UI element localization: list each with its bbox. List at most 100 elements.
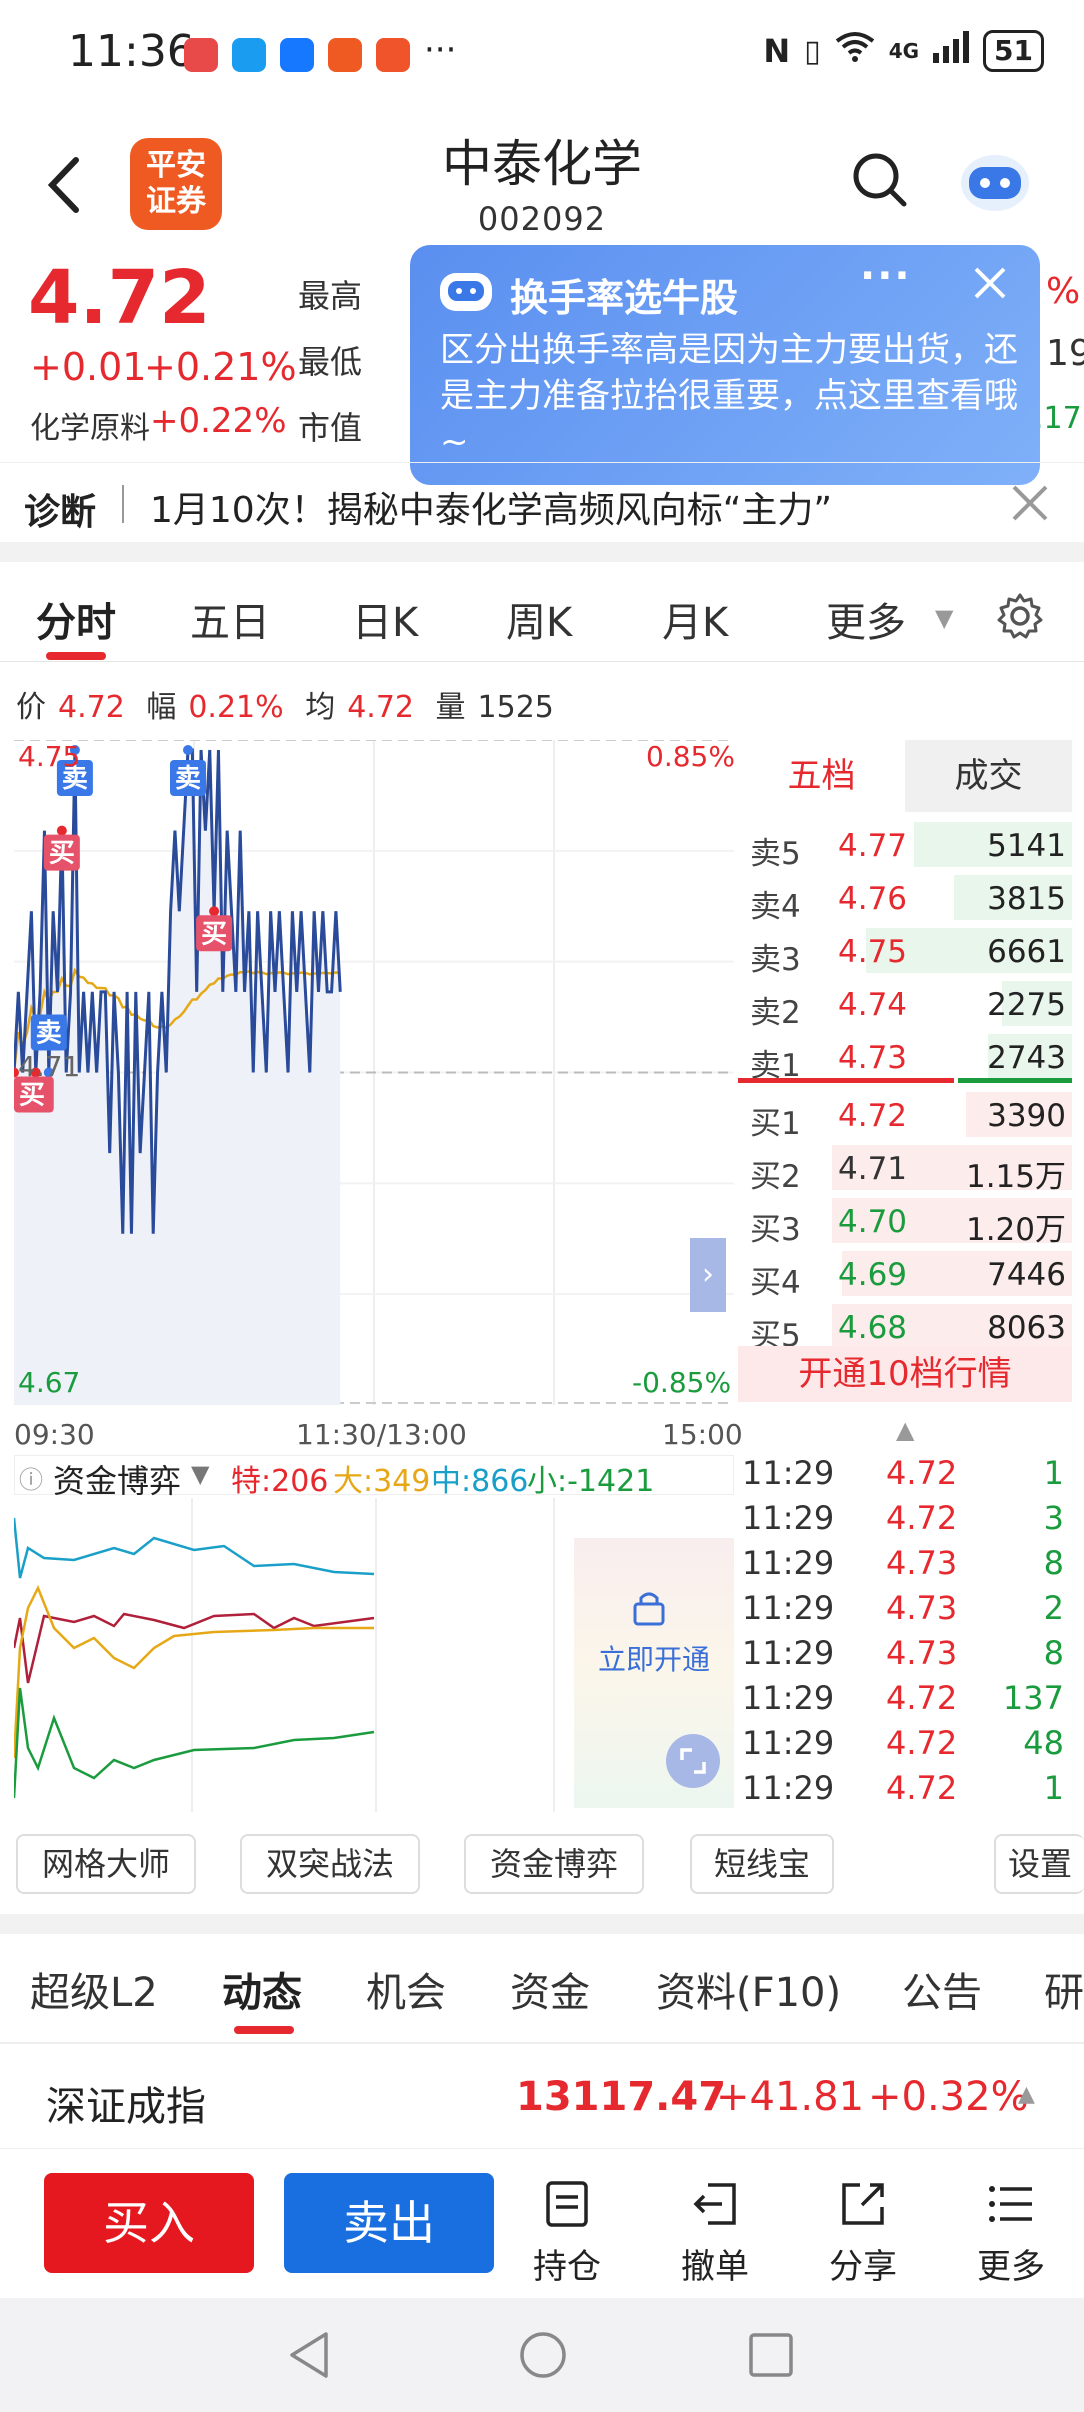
label-market-cap: 市值 bbox=[298, 409, 363, 447]
tab-monthly-k[interactable]: 月K bbox=[662, 600, 729, 646]
tab-news-feed[interactable]: 动态 bbox=[222, 1970, 302, 2016]
wifi-icon bbox=[835, 31, 875, 71]
more-button[interactable]: 更多 bbox=[966, 2179, 1056, 2288]
level-label: 卖2 bbox=[750, 995, 801, 1031]
more-dropdown-icon[interactable]: ▼ bbox=[935, 604, 954, 632]
intraday-chart-svg[interactable]: 卖卖卖买买买买 bbox=[9, 739, 734, 1405]
fund-line-zhong bbox=[12, 1517, 375, 1579]
expand-panel-arrow-icon[interactable]: › bbox=[690, 1238, 726, 1312]
volume-bar bbox=[832, 1304, 1072, 1349]
level-price: 4.76 bbox=[838, 881, 908, 917]
tab-announcements[interactable]: 公告 bbox=[902, 1970, 982, 2016]
volume-bar bbox=[966, 1092, 1072, 1137]
tool-double-breakout[interactable]: 双突战法 bbox=[240, 1834, 420, 1894]
popup-more-icon[interactable]: ··· bbox=[860, 253, 912, 299]
level-label: 买4 bbox=[750, 1265, 801, 1301]
nav-home-icon[interactable] bbox=[518, 2330, 568, 2380]
tab-weekly-k[interactable]: 周K bbox=[506, 600, 573, 646]
holdings-button[interactable]: 持仓 bbox=[522, 2179, 612, 2288]
tool-grid-master[interactable]: 网格大师 bbox=[16, 1834, 196, 1894]
bid-row[interactable]: 买2 4.71 1.15万 bbox=[738, 1141, 1072, 1195]
tab-trades[interactable]: 成交 bbox=[905, 740, 1072, 812]
collapse-up-icon[interactable]: ▲ bbox=[896, 1416, 915, 1444]
trade-tick-row: 11:29 4.72 137 bbox=[742, 1675, 1072, 1720]
open-ten-levels-button[interactable]: 开通10档行情 bbox=[738, 1346, 1072, 1402]
more-label: 更多 bbox=[977, 2247, 1045, 2287]
nav-back-icon[interactable] bbox=[286, 2330, 332, 2380]
diagnosis-close-icon[interactable] bbox=[1010, 483, 1050, 523]
industry-change-pct: +0.22% bbox=[150, 401, 287, 441]
stock-app-icon bbox=[328, 38, 362, 72]
average-price-line bbox=[12, 967, 341, 1073]
share-button[interactable]: 分享 bbox=[818, 2179, 908, 2288]
ask-row[interactable]: 卖4 4.76 3815 bbox=[738, 871, 1072, 925]
volume-bar bbox=[866, 928, 1072, 973]
unlock-now-link[interactable]: 立即开通 bbox=[598, 1643, 711, 1676]
level-price: 4.74 bbox=[838, 987, 908, 1023]
divider bbox=[0, 2042, 1084, 2044]
settings-gear-icon[interactable] bbox=[996, 592, 1044, 640]
label-low: 最低 bbox=[298, 343, 363, 381]
fund-dropdown-icon[interactable]: ▼ bbox=[191, 1460, 210, 1488]
tab-more[interactable]: 更多 bbox=[826, 600, 906, 646]
bid-row[interactable]: 买3 4.70 1.20万 bbox=[738, 1194, 1072, 1248]
ask-row[interactable]: 卖5 4.77 5141 bbox=[738, 818, 1072, 872]
fund-line-te bbox=[12, 1612, 375, 1684]
shop-app-icon bbox=[376, 38, 410, 72]
index-change: +41.81 bbox=[716, 2074, 865, 2120]
tick-volume: 1 bbox=[1043, 1769, 1064, 1807]
level-price: 4.71 bbox=[838, 1151, 908, 1187]
fund-flow-title[interactable]: 资金博弈 bbox=[53, 1462, 182, 1500]
ask-row[interactable]: 卖3 4.75 6661 bbox=[738, 924, 1072, 978]
bid-row[interactable]: 买1 4.72 3390 bbox=[738, 1088, 1072, 1142]
buy-marker bbox=[196, 915, 233, 952]
tab-funds[interactable]: 资金 bbox=[510, 1970, 590, 2016]
expand-up-icon[interactable]: ▲ bbox=[1018, 2082, 1035, 2107]
ask-row[interactable]: 卖2 4.74 2275 bbox=[738, 977, 1072, 1031]
bid-row[interactable]: 买4 4.69 7446 bbox=[738, 1247, 1072, 1301]
info-icon[interactable]: ⓘ bbox=[19, 1466, 43, 1494]
tab-super-l2[interactable]: 超级L2 bbox=[30, 1970, 158, 2016]
tool-fund-game[interactable]: 资金博弈 bbox=[464, 1834, 644, 1894]
index-change-pct: +0.32% bbox=[868, 2074, 1029, 2120]
tab-daily-k[interactable]: 日K bbox=[352, 600, 419, 646]
ask-row[interactable]: 卖1 4.73 2743 bbox=[738, 1030, 1072, 1084]
buy-button[interactable]: 买入 bbox=[44, 2173, 254, 2273]
lower-tab-indicator bbox=[234, 2026, 294, 2034]
tool-settings[interactable]: 设置 bbox=[994, 1834, 1084, 1894]
label-high: 最高 bbox=[298, 277, 363, 315]
back-arrow-icon[interactable] bbox=[40, 150, 90, 220]
popup-close-icon[interactable] bbox=[970, 263, 1010, 303]
nav-recents-icon[interactable] bbox=[748, 2332, 794, 2378]
buy-marker bbox=[14, 1076, 50, 1113]
tab-opportunity[interactable]: 机会 bbox=[366, 1970, 446, 2016]
industry-name[interactable]: 化学原料 bbox=[30, 411, 150, 446]
broker-logo[interactable]: 平安 证券 bbox=[130, 138, 222, 230]
tick-time: 11:29 bbox=[742, 1454, 835, 1492]
index-ticker[interactable]: 深证成指 13117.47 +41.81 +0.32% ▲ bbox=[0, 2046, 1084, 2146]
cancel-order-button[interactable]: 撤单 bbox=[670, 2179, 760, 2288]
intraday-chart[interactable]: 卖卖卖买买买买 4.75 4.71 4.67 0.85% -0.85% › bbox=[9, 739, 735, 1405]
ai-assistant-robot-icon[interactable] bbox=[955, 145, 1035, 215]
diagnosis-text[interactable]: 1月10次！揭秘中泰化学高频风向标“主力” bbox=[150, 490, 833, 531]
tab-research[interactable]: 研 bbox=[1044, 1970, 1084, 2016]
x-axis-close-label: 15:00 bbox=[662, 1418, 743, 1451]
volume-bar bbox=[914, 822, 1072, 867]
x-axis-mid-label: 11:30/13:00 bbox=[296, 1418, 467, 1451]
diagnosis-bar[interactable]: 诊断 1月10次！揭秘中泰化学高频风向标“主力” bbox=[0, 462, 1084, 542]
volume-bar bbox=[842, 1251, 1072, 1296]
popup-body: 区分出换手率高是因为主力要出货，还是主力准备拉抬很重要，点这里查看哦~ bbox=[440, 330, 1018, 462]
sell-button[interactable]: 卖出 bbox=[284, 2173, 494, 2273]
tab-five-levels[interactable]: 五档 bbox=[738, 740, 905, 812]
turnover-tip-popup[interactable]: 换手率选牛股 ··· 区分出换手率高是因为主力要出货，还是主力准备拉抬很重要，点… bbox=[410, 245, 1040, 485]
tab-intraday[interactable]: 分时 bbox=[36, 600, 116, 646]
bid-row[interactable]: 买5 4.68 8063 bbox=[738, 1300, 1072, 1354]
tab-f10[interactable]: 资料(F10) bbox=[656, 1970, 842, 2016]
tool-short-line[interactable]: 短线宝 bbox=[690, 1834, 834, 1894]
fund-te-label: 特: bbox=[231, 1464, 272, 1499]
search-icon[interactable] bbox=[850, 150, 910, 210]
fullscreen-icon[interactable] bbox=[666, 1734, 720, 1788]
tick-volume: 1 bbox=[1043, 1454, 1064, 1492]
fund-zhong-value: 866 bbox=[471, 1464, 529, 1499]
tab-five-day[interactable]: 五日 bbox=[190, 600, 270, 646]
